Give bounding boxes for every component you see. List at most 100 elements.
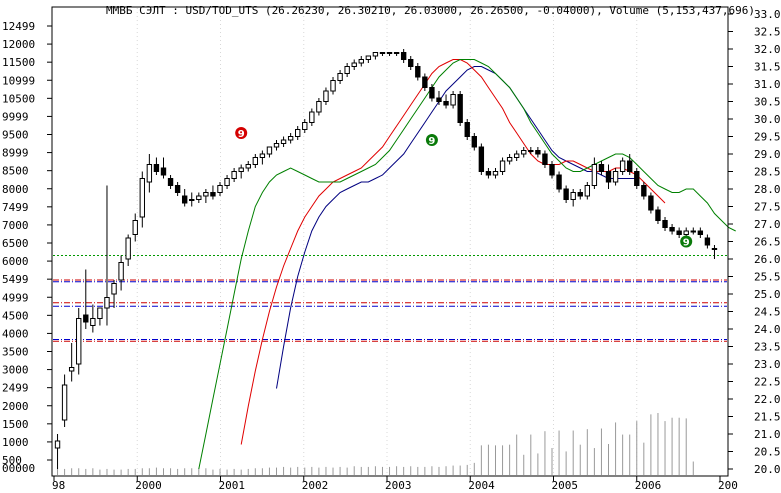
left-tick-label: 1500 — [2, 418, 29, 431]
right-tick-label: 24.5 — [754, 306, 781, 319]
right-tick-label: 32.0 — [754, 43, 781, 56]
signal-marker — [680, 235, 693, 248]
candle-body — [619, 160, 626, 172]
candle-body — [584, 185, 591, 197]
candle-body — [118, 262, 124, 281]
left-tick-label: 6500 — [2, 237, 29, 250]
horizontal-levels — [53, 255, 727, 342]
right-tick-label: 31.5 — [754, 61, 781, 74]
candle-body — [641, 185, 647, 197]
candle-body — [323, 90, 329, 102]
candle-body — [570, 192, 576, 200]
candle-body — [344, 66, 350, 74]
candle-body — [245, 164, 251, 169]
candles — [54, 49, 718, 469]
candle-body — [499, 160, 506, 172]
candle-body — [669, 227, 675, 232]
candle-body — [634, 171, 640, 186]
candle-body — [181, 195, 188, 204]
candle-body — [690, 230, 696, 233]
right-tick-label: 22.0 — [754, 393, 781, 406]
candle-body — [408, 59, 414, 67]
left-tick-label: 4500 — [2, 309, 29, 322]
left-tick-label: 12000 — [2, 38, 35, 51]
candle-body — [422, 76, 428, 88]
right-tick-label: 22.5 — [754, 376, 781, 389]
x-tick-label: 2006 — [635, 479, 662, 492]
left-tick-label: 3000 — [2, 364, 29, 377]
candle-body — [196, 195, 202, 200]
right-tick-label: 25.0 — [754, 288, 781, 301]
x-tick-label: 2004 — [468, 479, 495, 492]
right-tick-label: 28.0 — [754, 183, 781, 196]
candle-body — [146, 164, 153, 183]
left-tick-label: 500 — [2, 454, 22, 467]
candle-body — [217, 185, 223, 193]
right-tick-label: 27.0 — [754, 218, 781, 231]
left-axis: 12499 12000 11500 10999 10500 9999 9500 8999 850… — [2, 20, 52, 467]
right-tick-label: 25.5 — [754, 271, 781, 284]
candle-body — [111, 283, 117, 295]
left-tick-label: 12499 — [2, 20, 35, 33]
candle-body — [711, 248, 718, 250]
candle-body — [316, 101, 322, 113]
left-tick-label: 8000 — [2, 183, 29, 196]
candle-body — [429, 87, 435, 99]
candle-body — [598, 164, 605, 172]
right-tick-label: 29.0 — [754, 148, 781, 161]
right-tick-label: 28.5 — [754, 166, 781, 179]
candle-body — [683, 230, 689, 235]
candle-body — [513, 153, 520, 158]
right-tick-label: 21.5 — [754, 411, 781, 424]
signal-marker-label: 9 — [428, 136, 435, 147]
left-axis-corner-label: 00000 — [2, 462, 35, 475]
candle-body — [549, 164, 555, 176]
left-tick-label: 1000 — [2, 436, 29, 449]
x-tick-label: 2003 — [385, 479, 412, 492]
candle-body — [655, 209, 661, 221]
candle-body — [238, 167, 244, 172]
candle-body — [450, 94, 456, 106]
x-axis: 98 2000 2001 2002 2003 2004 2005 2006 200 — [52, 476, 738, 492]
candle-body — [627, 160, 633, 172]
candle-body — [577, 192, 583, 197]
candle-body — [132, 220, 138, 235]
left-tick-label: 10500 — [2, 92, 35, 105]
candle-body — [379, 52, 386, 54]
candle-body — [259, 153, 266, 158]
candle-body — [139, 178, 145, 218]
left-tick-label: 3500 — [2, 346, 29, 359]
x-tick-label: 200 — [718, 479, 738, 492]
candle-body — [697, 230, 704, 235]
candle-body — [415, 66, 421, 78]
right-tick-label: 31.0 — [754, 78, 781, 91]
candle-body — [528, 150, 534, 152]
x-tick-label: 2002 — [302, 479, 329, 492]
signal-markers: 9 9 9 — [235, 127, 693, 249]
right-tick-label: 32.5 — [754, 26, 781, 39]
candle-body — [521, 150, 527, 155]
left-tick-label: 4999 — [2, 291, 29, 304]
ma-fast-line — [198, 59, 736, 470]
left-tick-label: 5499 — [2, 273, 29, 286]
left-tick-label: 2499 — [2, 382, 29, 395]
candle-body — [386, 52, 393, 54]
candle-body — [287, 136, 294, 141]
candle-body — [167, 178, 174, 186]
candle-body — [464, 122, 470, 137]
candle-body — [76, 318, 82, 365]
candle-body — [337, 73, 343, 81]
left-tick-label: 10999 — [2, 74, 35, 87]
right-tick-label: 26.5 — [754, 236, 781, 249]
candle-body — [54, 440, 61, 449]
right-tick-label: 23.0 — [754, 358, 781, 371]
right-tick-label: 30.0 — [754, 113, 781, 126]
candle-body — [648, 195, 654, 211]
candle-body — [174, 185, 181, 193]
candle-body — [231, 171, 237, 179]
signal-marker — [425, 134, 438, 146]
candle-body — [153, 164, 160, 172]
candle-body — [662, 220, 668, 228]
candle-body — [104, 297, 110, 309]
right-tick-label: 20.0 — [754, 463, 781, 476]
